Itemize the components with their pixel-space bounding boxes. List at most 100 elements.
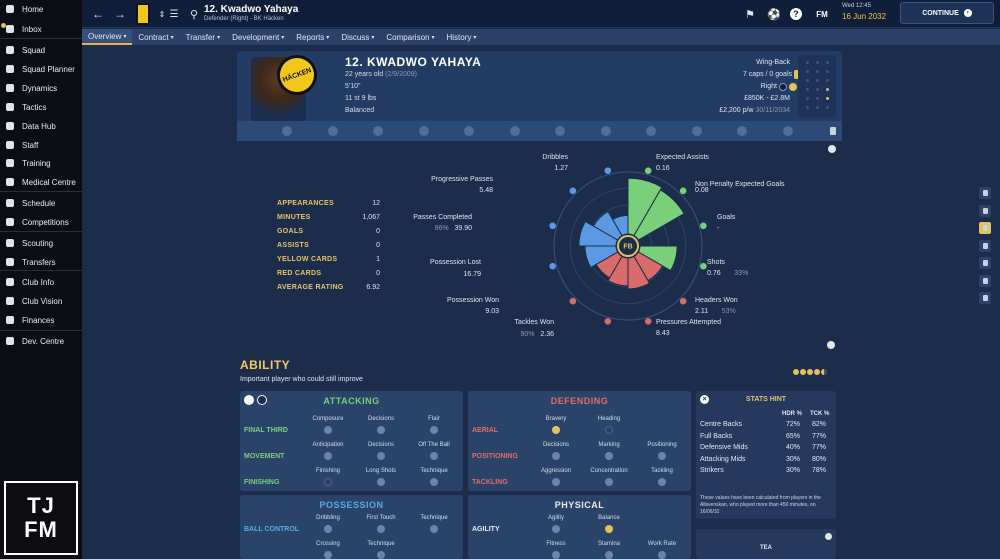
radar-view-toggle-icon[interactable] bbox=[979, 239, 991, 252]
attribute-name: Tackling bbox=[651, 468, 673, 474]
attribute-rating-dot[interactable] bbox=[324, 551, 332, 559]
attribute-rating-dot[interactable] bbox=[552, 478, 560, 486]
attribute-rating-dot[interactable] bbox=[605, 478, 613, 486]
back-arrow-icon[interactable]: ← bbox=[92, 7, 104, 21]
player-icon-bar bbox=[237, 121, 842, 141]
sidebar-item-club-vision[interactable]: Club Vision bbox=[0, 292, 82, 310]
attribute-category-icon[interactable] bbox=[737, 126, 747, 136]
logo-line-1: TJ bbox=[27, 493, 55, 518]
compare-icon[interactable] bbox=[244, 395, 254, 405]
attribute-rating-dot[interactable] bbox=[377, 551, 385, 559]
attribute-rating-dot[interactable] bbox=[658, 551, 666, 559]
sidebar-item-training[interactable]: Training bbox=[0, 154, 82, 172]
attribute-rating-dot[interactable] bbox=[552, 551, 560, 559]
trash-icon[interactable] bbox=[830, 127, 836, 135]
attribute-category-icon[interactable] bbox=[418, 126, 429, 136]
sidebar-item-squad-planner[interactable]: Squad Planner bbox=[0, 60, 82, 78]
pitch-position-dot bbox=[816, 97, 819, 100]
sidebar-item-competitions[interactable]: Competitions bbox=[0, 213, 82, 231]
radar-view-toggle-icon[interactable] bbox=[979, 204, 991, 217]
attribute-rating-dot[interactable] bbox=[324, 452, 332, 460]
attribute-category-icon[interactable] bbox=[464, 126, 474, 136]
sidebar-item-home[interactable]: Home bbox=[0, 0, 82, 18]
forward-arrow-icon[interactable]: → bbox=[114, 7, 126, 21]
football-icon[interactable]: ⚽ bbox=[767, 8, 781, 21]
attribute-rating-dot[interactable] bbox=[324, 478, 332, 486]
attribute-rating-dot[interactable] bbox=[377, 426, 385, 434]
sidebar-item-finances[interactable]: Finances bbox=[0, 311, 82, 329]
settings-gear-icon[interactable] bbox=[828, 145, 836, 153]
attribute-rating-dot[interactable] bbox=[324, 525, 332, 533]
tab-comparison[interactable]: Comparison ▾ bbox=[380, 29, 440, 45]
attribute-rating-dot[interactable] bbox=[605, 551, 613, 559]
attribute-rating-dot[interactable] bbox=[658, 452, 666, 460]
sidebar-item-staff[interactable]: Staff bbox=[0, 136, 82, 154]
tab-history[interactable]: History ▾ bbox=[441, 29, 483, 45]
sidebar-item-dynamics[interactable]: Dynamics bbox=[0, 79, 82, 97]
sidebar-item-schedule[interactable]: Schedule bbox=[0, 194, 82, 212]
attribute-category-icon[interactable] bbox=[600, 126, 611, 136]
search-icon[interactable]: ⚲ bbox=[189, 8, 199, 21]
attribute-rating-dot[interactable] bbox=[430, 452, 438, 460]
sidebar-item-club-info[interactable]: Club Info bbox=[0, 273, 82, 291]
attribute-rating-dot[interactable] bbox=[324, 426, 332, 434]
radar-view-toggle-icon[interactable] bbox=[979, 274, 991, 287]
attribute-category-icon[interactable] bbox=[282, 126, 292, 136]
info-icon[interactable] bbox=[827, 341, 835, 349]
continue-button[interactable]: CONTINUE › bbox=[900, 2, 994, 24]
sidebar-item-scouting[interactable]: Scouting bbox=[0, 234, 82, 252]
attribute-rating-dot[interactable] bbox=[605, 525, 613, 533]
contract-end: 30/11/2034 bbox=[755, 107, 790, 114]
attribute-category-icon[interactable] bbox=[782, 126, 793, 136]
bookmark-icon[interactable]: ⚑ bbox=[745, 8, 755, 21]
attribute-rating-dot[interactable] bbox=[658, 478, 666, 486]
tab-reports[interactable]: Reports ▾ bbox=[290, 29, 335, 45]
defending-panel: DEFENDING AERIAL Bravery Heading POSITIONIN… bbox=[468, 391, 691, 491]
attribute-rating-dot[interactable] bbox=[430, 426, 438, 434]
attribute-rating-dot[interactable] bbox=[552, 452, 560, 460]
help-icon[interactable]: ? bbox=[790, 8, 802, 20]
attribute-category-icon[interactable] bbox=[691, 126, 702, 136]
radar-metric-label: Expected Assists bbox=[656, 154, 709, 161]
close-icon[interactable]: × bbox=[700, 395, 709, 404]
attribute-category-icon[interactable] bbox=[509, 126, 520, 136]
attribute-rating-dot[interactable] bbox=[552, 426, 560, 434]
radar-view-toggle-icon[interactable] bbox=[979, 222, 991, 234]
menu-icon[interactable]: ☰ bbox=[169, 8, 179, 20]
continue-label: CONTINUE bbox=[922, 9, 959, 17]
tab-label: Discuss bbox=[341, 32, 370, 42]
attribute-rating-dot[interactable] bbox=[552, 525, 560, 533]
radar-view-toggle-icon[interactable] bbox=[979, 257, 991, 269]
attribute-category-icon[interactable] bbox=[327, 126, 338, 136]
settings-gear-icon[interactable] bbox=[825, 533, 832, 540]
attribute-rating-dot[interactable] bbox=[430, 525, 438, 533]
sidebar-item-dev-centre[interactable]: Dev. Centre bbox=[0, 332, 82, 350]
sidebar-item-tactics[interactable]: Tactics bbox=[0, 98, 82, 116]
sidebar-item-label: Squad bbox=[22, 45, 46, 55]
sidebar-item-squad[interactable]: Squad bbox=[0, 41, 82, 59]
player-avatar-icon[interactable] bbox=[257, 395, 267, 405]
attribute-rating-dot[interactable] bbox=[377, 525, 385, 533]
attribute-rating-dot[interactable] bbox=[605, 452, 613, 460]
attribute-category-icon[interactable] bbox=[646, 126, 656, 136]
radar-view-toggle-icon[interactable] bbox=[979, 187, 991, 199]
up-down-chevron-icon[interactable]: ⇕ bbox=[158, 9, 166, 19]
sidebar-item-data-hub[interactable]: Data Hub bbox=[0, 117, 82, 135]
tab-transfer[interactable]: Transfer ▾ bbox=[180, 29, 227, 45]
tab-overview[interactable]: Overview ▾ bbox=[82, 29, 133, 45]
attribute-rating-dot[interactable] bbox=[430, 478, 438, 486]
attribute-rating-dot[interactable] bbox=[605, 426, 613, 434]
attribute-category-icon[interactable] bbox=[373, 126, 383, 136]
sidebar-item-transfers[interactable]: Transfers bbox=[0, 253, 82, 271]
tab-discuss[interactable]: Discuss ▾ bbox=[335, 29, 380, 45]
tab-contract[interactable]: Contract ▾ bbox=[132, 29, 179, 45]
attribute-category-icon[interactable] bbox=[555, 126, 565, 136]
sidebar-item-inbox[interactable]: Inbox bbox=[0, 20, 82, 38]
attribute-rating-dot[interactable] bbox=[377, 452, 385, 460]
sidebar-item-medical-centre[interactable]: Medical Centre bbox=[0, 173, 82, 191]
club-crest-icon[interactable] bbox=[136, 3, 150, 25]
attribute-rating-dot[interactable] bbox=[377, 478, 385, 486]
radar-view-toggle-icon[interactable] bbox=[979, 292, 991, 304]
tab-development[interactable]: Development ▾ bbox=[226, 29, 290, 45]
fm-button[interactable]: FM bbox=[816, 9, 828, 19]
